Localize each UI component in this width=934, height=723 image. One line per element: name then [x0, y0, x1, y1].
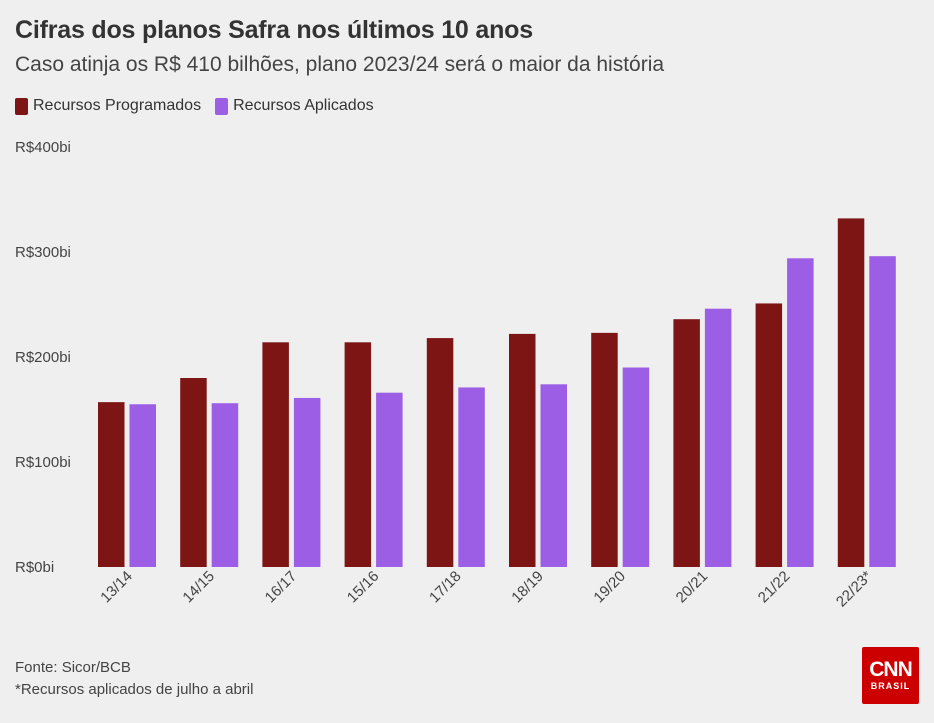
source-note: Fonte: Sicor/BCB [15, 659, 131, 676]
legend-swatch-aplicados [215, 97, 229, 115]
y-tick-label: R$200bi [15, 349, 71, 366]
x-tick-label: 13/14 [97, 568, 136, 607]
bar-programados [426, 338, 454, 567]
bar-aplicados [787, 258, 814, 567]
bar-programados [262, 342, 289, 567]
bar-aplicados [458, 387, 485, 567]
bar-programados [837, 218, 865, 567]
bar-aplicados [129, 404, 156, 567]
bar-programados [98, 402, 125, 567]
cnn-brasil-logo: CNN BRASIL [862, 647, 919, 704]
bar-chart: R$0bi R$100bi R$200bi R$300bi R$400bi 13/14 14… [15, 139, 896, 611]
bar-programados [180, 378, 207, 567]
legend: Recursos Programados Recursos Aplicados [15, 97, 374, 115]
x-tick-label: 20/21 [673, 568, 712, 607]
logo-main-text: CNN [869, 657, 912, 681]
x-tick-label: 17/18 [426, 568, 465, 607]
x-tick-label: 19/20 [590, 568, 629, 607]
legend-label-programados: Recursos Programados [33, 97, 202, 114]
legend-item-aplicados: Recursos Aplicados [215, 97, 374, 115]
chart-subtitle: Caso atinja os R$ 410 bilhões, plano 202… [15, 53, 665, 76]
bar-programados [344, 342, 372, 567]
bar-aplicados [540, 384, 567, 567]
bar-programados [673, 319, 700, 567]
bar-aplicados [211, 403, 239, 567]
x-tick-label: 18/19 [508, 568, 547, 607]
logo-sub-text: BRASIL [870, 680, 911, 691]
x-tick-label: 22/23* [833, 568, 876, 611]
x-tick-label: 15/16 [344, 568, 383, 607]
bar-aplicados [704, 308, 732, 567]
y-tick-label: R$100bi [15, 454, 71, 471]
x-tick-label: 14/15 [179, 568, 218, 607]
x-tick-label: 21/22 [755, 568, 794, 607]
y-tick-label: R$300bi [15, 244, 71, 261]
bar-programados [509, 333, 536, 567]
bar-aplicados [376, 392, 403, 567]
legend-item-programados: Recursos Programados [15, 97, 201, 115]
bar-programados [591, 332, 618, 567]
footer: Fonte: Sicor/BCB *Recursos aplicados de … [15, 657, 253, 701]
bar-programados [755, 303, 783, 567]
legend-label-aplicados: Recursos Aplicados [233, 97, 374, 114]
chart-title: Cifras dos planos Safra nos últimos 10 a… [15, 16, 533, 44]
footnote: *Recursos aplicados de julho a abril [15, 681, 254, 698]
bar-aplicados [869, 256, 896, 567]
bar-aplicados [293, 397, 321, 567]
x-tick-label: 16/17 [262, 568, 301, 607]
y-tick-label: R$400bi [15, 139, 71, 156]
bar-aplicados [622, 367, 650, 567]
legend-swatch-programados [15, 97, 28, 115]
y-tick-label: R$0bi [15, 559, 54, 576]
